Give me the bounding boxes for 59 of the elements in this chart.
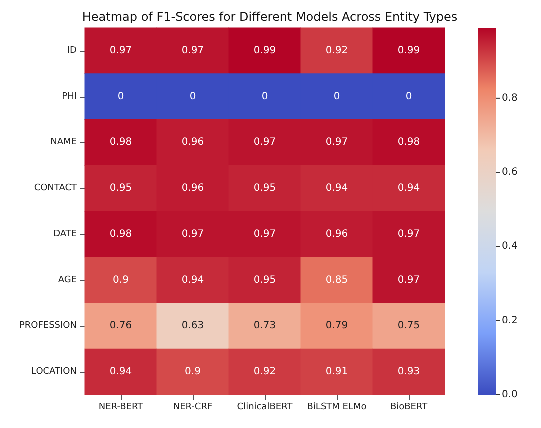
data-label: 0.95 — [254, 274, 276, 286]
data-label: 0.94 — [326, 183, 348, 194]
data-label: 0.97 — [326, 137, 348, 148]
data-label: 0 — [190, 91, 196, 102]
data-label: 0.97 — [398, 228, 420, 240]
data-label: 0.97 — [254, 137, 276, 148]
color-bar-label: 0.6 — [502, 167, 518, 178]
data-label: 0.93 — [398, 366, 420, 378]
y-tick-label: NAME — [50, 138, 78, 148]
y-tick-label: DATE — [54, 229, 78, 240]
y-tick-label: LOCATION — [32, 367, 77, 378]
data-label: 0.73 — [254, 320, 276, 332]
color-bar-label: 0.0 — [502, 390, 518, 400]
color-bar-label: 0.2 — [502, 315, 518, 326]
y-tick-label: PROFESSION — [19, 321, 77, 332]
data-label: 0.98 — [398, 137, 420, 148]
data-label: 0.99 — [254, 45, 276, 56]
data-label: 0.97 — [254, 228, 276, 240]
data-label: 0.9 — [185, 366, 201, 378]
data-label: 0.63 — [182, 320, 204, 332]
data-label: 0 — [406, 91, 412, 102]
x-tick-label: NER-CRF — [173, 402, 213, 412]
x-tick-label: ClinicalBERT — [237, 402, 294, 412]
data-label: 0 — [118, 91, 124, 102]
data-label: 0.91 — [326, 366, 348, 378]
data-label: 0.95 — [110, 183, 132, 194]
data-label: 0.96 — [326, 228, 348, 240]
data-label: 0.97 — [110, 45, 132, 56]
data-label: 0.97 — [182, 45, 204, 56]
data-label: 0.99 — [398, 45, 420, 56]
x-tick-label: BiLSTM ELMo — [307, 402, 368, 412]
data-label: 0.97 — [182, 228, 204, 240]
data-label: 0.96 — [182, 183, 204, 194]
data-label: 0.94 — [182, 274, 204, 286]
data-label: 0.79 — [326, 320, 348, 332]
data-label: 0.76 — [110, 320, 132, 332]
data-label: 0.85 — [326, 274, 348, 286]
data-label: 0.9 — [113, 274, 129, 286]
y-tick-label: PHI — [62, 92, 77, 102]
chart-title: Heatmap of F1-Scores for Different Models Across Entity Types — [82, 10, 458, 24]
data-label: 0.96 — [182, 137, 204, 148]
data-label: 0.95 — [254, 183, 276, 194]
color-bar-label: 0.8 — [502, 92, 518, 104]
data-label: 0 — [334, 91, 340, 102]
data-label: 0 — [262, 91, 268, 102]
data-label: 0.97 — [398, 274, 420, 286]
data-label: 0.92 — [326, 45, 348, 56]
x-tick-label: BioBERT — [390, 402, 428, 412]
y-tick-label: ID — [67, 46, 78, 56]
data-label: 0.92 — [254, 366, 276, 378]
data-label: 0.94 — [398, 183, 420, 194]
y-tick-label: AGE — [58, 275, 78, 286]
color-bar-label: 0.4 — [502, 241, 518, 252]
data-label: 0.98 — [110, 228, 132, 240]
data-label: 0.98 — [110, 137, 132, 148]
x-tick-label: NER-BERT — [98, 402, 144, 412]
data-label: 0.75 — [398, 320, 420, 332]
data-label: 0.94 — [110, 366, 132, 378]
y-tick-label: CONTACT — [34, 184, 78, 194]
